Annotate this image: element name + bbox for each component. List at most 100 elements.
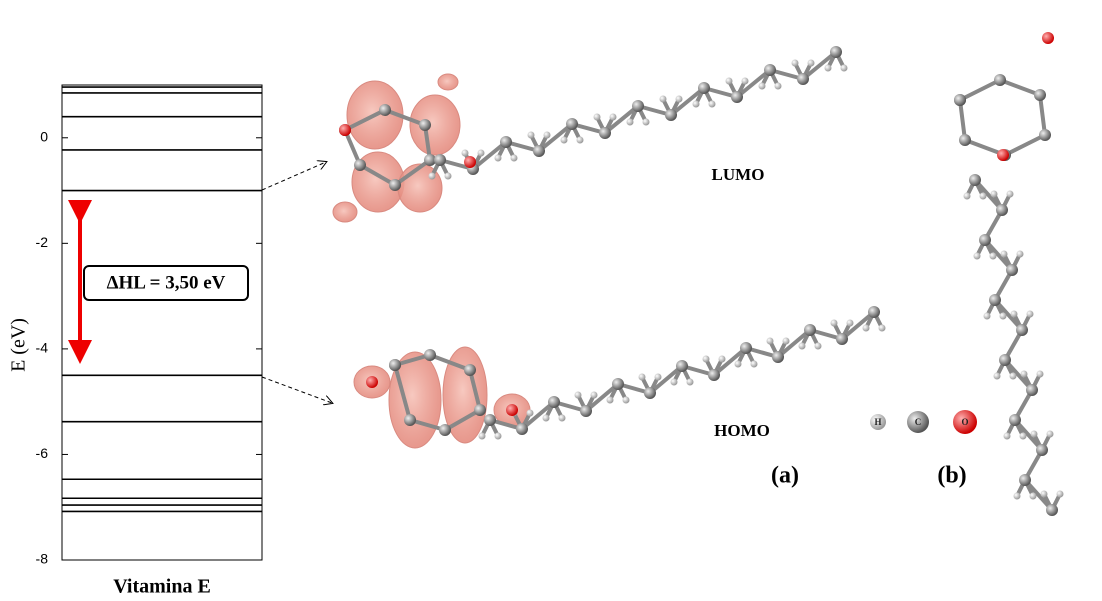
molecules: HCO: [333, 32, 1064, 516]
atom: [676, 360, 688, 372]
atom: [1004, 433, 1011, 440]
lumo-label: LUMO: [712, 165, 765, 184]
atom: [764, 64, 776, 76]
y-tick-label: -2: [36, 234, 49, 250]
atom: [1000, 313, 1007, 320]
atom: [1011, 311, 1018, 318]
atom: [994, 74, 1006, 86]
figure: E (eV) Vitamina E 0-2-4-6-8 ΔHL = 3,50 e…: [0, 0, 1102, 601]
atom: [815, 343, 822, 350]
atom: [863, 325, 870, 332]
atom: [703, 356, 710, 363]
atom: [561, 137, 568, 144]
atom: [495, 433, 502, 440]
panel-b-label: (b): [937, 463, 966, 489]
atom: [379, 104, 391, 116]
atom: [830, 46, 842, 58]
atom: [495, 155, 502, 162]
atom: [1006, 264, 1018, 276]
atom: [954, 94, 966, 106]
atom: [439, 424, 451, 436]
panel-a-label: (a): [771, 463, 799, 489]
atom: [612, 378, 624, 390]
atom: [1057, 491, 1064, 498]
y-axis-label: E (eV): [8, 318, 30, 372]
atom: [434, 154, 446, 166]
atom: [740, 342, 752, 354]
atom: [990, 253, 997, 260]
atom: [577, 137, 584, 144]
atom: [429, 173, 436, 180]
atom: [1041, 491, 1048, 498]
atom: [1037, 371, 1044, 378]
atom: [533, 145, 545, 157]
y-tick-label: 0: [40, 128, 48, 144]
atom: [709, 101, 716, 108]
y-tick-label: -8: [36, 551, 49, 567]
atom: [627, 119, 634, 126]
atom: [1027, 311, 1034, 318]
homo-arrow: [262, 377, 332, 403]
atom: [591, 392, 598, 399]
atom: [1007, 191, 1014, 198]
atom: [544, 132, 551, 139]
orbital-lobe: [410, 95, 460, 155]
atom: [474, 404, 486, 416]
atom: [500, 136, 512, 148]
legend-label: O: [961, 417, 968, 427]
atom: [989, 294, 1001, 306]
atom: [445, 173, 452, 180]
atom: [1017, 251, 1024, 258]
orbital-lobe: [438, 74, 458, 90]
atom: [991, 191, 998, 198]
atom: [575, 392, 582, 399]
plot-frame: [62, 85, 262, 560]
atom: [742, 78, 749, 85]
atom: [484, 414, 496, 426]
atom: [879, 325, 886, 332]
atom: [959, 134, 971, 146]
atom: [419, 119, 431, 131]
atom: [731, 91, 743, 103]
atom: [354, 159, 366, 171]
atom: [639, 374, 646, 381]
legend-label: H: [874, 417, 881, 427]
atom: [559, 415, 566, 422]
atom: [511, 155, 518, 162]
atom: [464, 156, 476, 168]
atom: [1047, 431, 1054, 438]
atom: [1014, 493, 1021, 500]
atom: [1036, 444, 1048, 456]
atom: [969, 174, 981, 186]
atom: [1001, 251, 1008, 258]
atom: [599, 127, 611, 139]
atom: [979, 234, 991, 246]
atom: [506, 404, 518, 416]
bond: [1000, 80, 1040, 95]
atom: [665, 109, 677, 121]
atom: [980, 193, 987, 200]
atom: [623, 397, 630, 404]
atom: [964, 193, 971, 200]
orbital-lobe: [333, 202, 357, 222]
atom: [792, 60, 799, 67]
atom: [644, 387, 656, 399]
bond: [960, 100, 965, 140]
atom: [389, 359, 401, 371]
atom: [610, 114, 617, 121]
atom: [632, 100, 644, 112]
atom: [1020, 433, 1027, 440]
atom: [772, 351, 784, 363]
atom: [366, 376, 378, 388]
atom: [825, 65, 832, 72]
atom: [831, 320, 838, 327]
atom: [1031, 431, 1038, 438]
atom: [799, 343, 806, 350]
atom: [478, 150, 485, 157]
atom: [687, 379, 694, 386]
atom: [660, 96, 667, 103]
atom: [566, 118, 578, 130]
atom: [548, 396, 560, 408]
atom: [974, 253, 981, 260]
atom: [783, 338, 790, 345]
